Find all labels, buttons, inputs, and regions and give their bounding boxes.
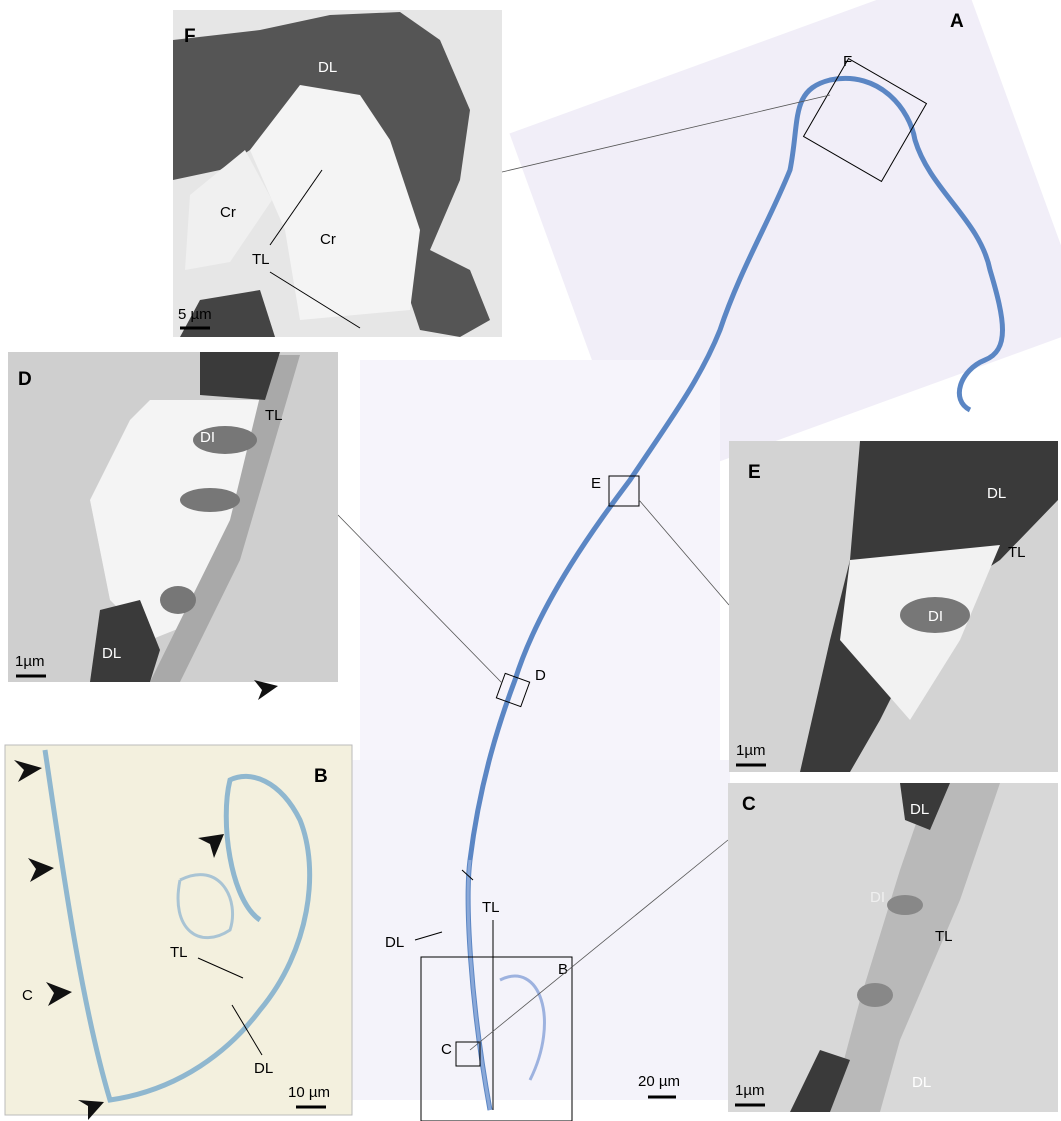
panel-f: F DL Cr Cr TL 5 µm (173, 10, 502, 337)
annotation: DL (385, 934, 404, 951)
annotation: DL (318, 59, 337, 76)
dense-body (180, 488, 240, 512)
annotation: DL (987, 485, 1006, 502)
panel-label: B (314, 766, 328, 787)
scale-label: 20 µm (638, 1073, 680, 1090)
panel-d: D DI TL DL 1µm (8, 352, 338, 682)
annotation: DL (254, 1060, 273, 1077)
panel-e: E DL TL DI 1µm (729, 441, 1058, 772)
box-label: C (441, 1041, 452, 1058)
scale-label: 1µm (15, 653, 44, 670)
scale-label: 5 µm (178, 306, 212, 323)
annotation: C (22, 987, 33, 1004)
annotation: DI (200, 429, 215, 446)
scale-label: 1µm (736, 742, 765, 759)
panel-label: F (184, 26, 196, 47)
box-label: B (558, 961, 568, 978)
panel-c: C DL DI TL DL 1µm (728, 783, 1058, 1112)
box-label: E (591, 475, 601, 492)
annotation: DL (102, 645, 121, 662)
panel-label: E (748, 462, 761, 483)
annotation: Cr (220, 204, 236, 221)
annotation: DL (910, 801, 929, 818)
annotation: Cr (320, 231, 336, 248)
annotation: TL (170, 944, 188, 961)
panel-label: A (950, 11, 964, 32)
annotation: TL (265, 407, 283, 424)
dense-body (160, 586, 196, 614)
arrowhead (254, 680, 278, 700)
box-label: D (535, 667, 546, 684)
annotation: DI (928, 608, 943, 625)
dense-body (857, 983, 893, 1007)
panel-label: D (18, 369, 32, 390)
figure: A F E D C B TL DL 20 µm F DL Cr Cr TL (0, 0, 1061, 1121)
annotation: TL (252, 251, 270, 268)
annotation: DI (870, 889, 885, 906)
panel-label: C (742, 794, 756, 815)
panel-b: B C TL DL 10 µm (5, 680, 352, 1120)
annotation: TL (935, 928, 953, 945)
annotation: TL (482, 899, 500, 916)
annotation: TL (1008, 544, 1026, 561)
annotation: DL (912, 1074, 931, 1091)
scale-label: 10 µm (288, 1084, 330, 1101)
scale-label: 1µm (735, 1082, 764, 1099)
box-label: F (843, 53, 852, 70)
dense-body (887, 895, 923, 915)
